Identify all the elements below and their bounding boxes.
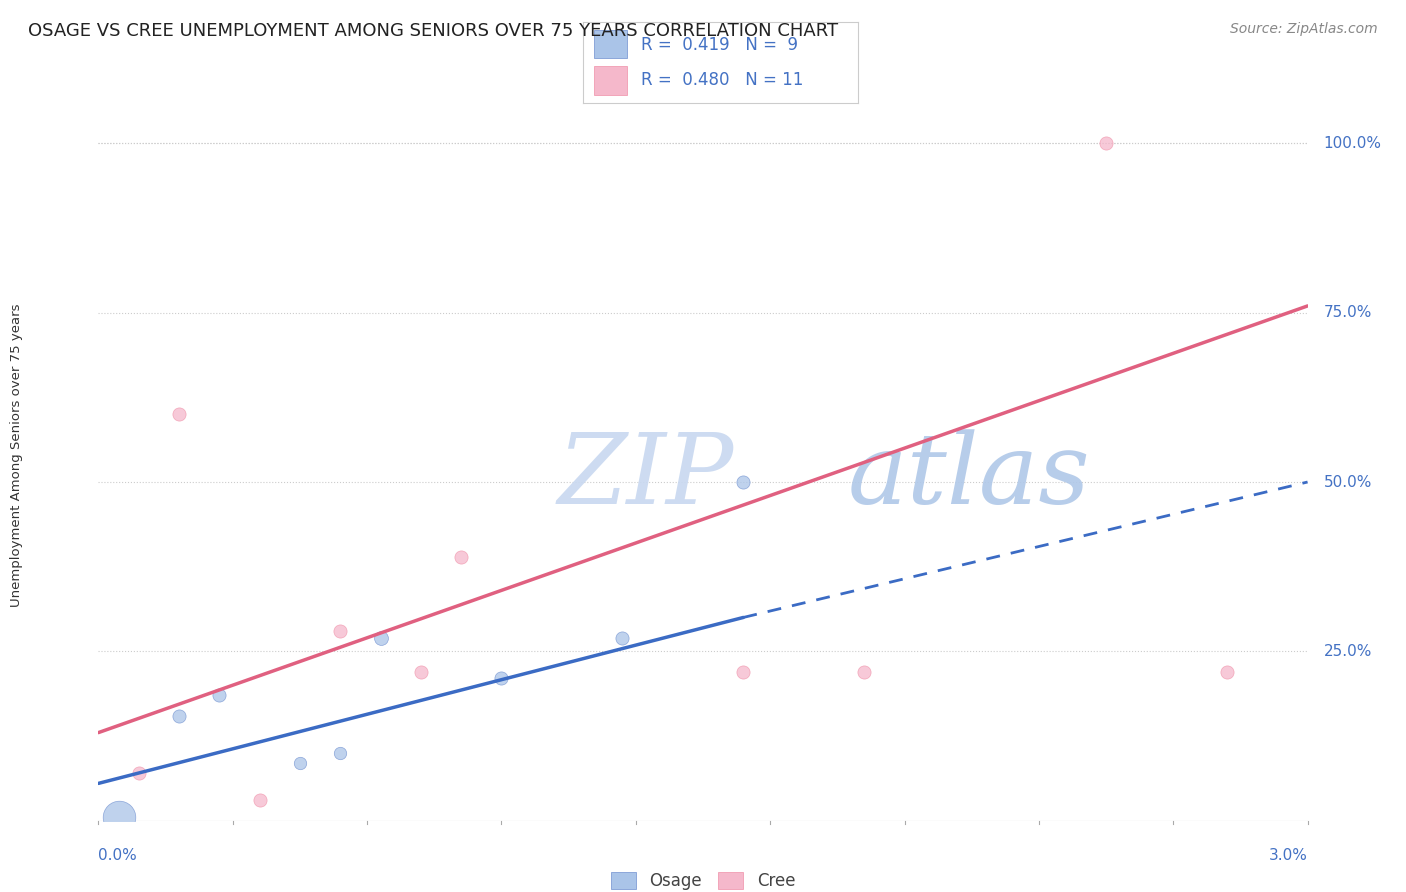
Text: 25.0%: 25.0% — [1323, 644, 1372, 659]
Text: atlas: atlas — [848, 429, 1091, 524]
Point — [491, 672, 513, 686]
Text: R =  0.419   N =  9: R = 0.419 N = 9 — [641, 36, 799, 54]
Point — [107, 810, 129, 824]
Point — [1216, 665, 1239, 679]
Text: 50.0%: 50.0% — [1323, 475, 1372, 490]
Point — [208, 689, 231, 703]
Point — [450, 549, 472, 564]
Text: OSAGE VS CREE UNEMPLOYMENT AMONG SENIORS OVER 75 YEARS CORRELATION CHART: OSAGE VS CREE UNEMPLOYMENT AMONG SENIORS… — [28, 22, 838, 40]
Point — [329, 624, 352, 638]
Text: Unemployment Among Seniors over 75 years: Unemployment Among Seniors over 75 years — [10, 303, 22, 607]
Text: Source: ZipAtlas.com: Source: ZipAtlas.com — [1230, 22, 1378, 37]
Point — [167, 708, 190, 723]
Point — [128, 766, 150, 780]
Text: 100.0%: 100.0% — [1323, 136, 1382, 151]
Legend: Osage, Cree: Osage, Cree — [605, 865, 801, 892]
Point — [370, 631, 392, 645]
Point — [733, 665, 755, 679]
FancyBboxPatch shape — [595, 67, 627, 95]
Text: 0.0%: 0.0% — [98, 847, 138, 863]
Text: ZIP: ZIP — [558, 429, 734, 524]
Text: 3.0%: 3.0% — [1268, 847, 1308, 863]
Text: R =  0.480   N = 11: R = 0.480 N = 11 — [641, 71, 803, 89]
Point — [733, 475, 755, 489]
Point — [853, 665, 876, 679]
Point — [249, 793, 271, 807]
Point — [1095, 136, 1118, 151]
FancyBboxPatch shape — [595, 30, 627, 59]
Point — [409, 665, 432, 679]
Point — [329, 746, 352, 760]
Text: 75.0%: 75.0% — [1323, 305, 1372, 320]
Point — [612, 631, 634, 645]
Point — [288, 756, 311, 770]
Point — [167, 407, 190, 421]
